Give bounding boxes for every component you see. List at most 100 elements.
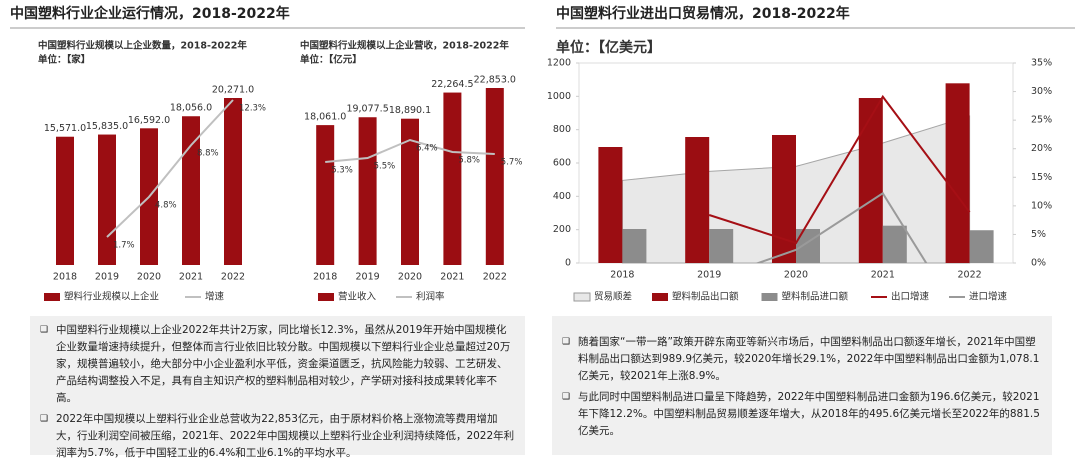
legend-label: 塑料制品出口额 [672, 291, 739, 303]
chart-title: 中国塑料行业规模以上企业数量，2018-2022年 [38, 40, 247, 52]
y-tick-label: 1000 [547, 91, 571, 102]
x-tick-label: 2021 [179, 272, 203, 283]
value-label: 5.7% [501, 158, 523, 168]
x-tick-label: 2022 [221, 272, 245, 283]
panel-title: 中国塑料行业企业运行情况，2018-2022年 [10, 5, 290, 22]
value-label: 15,835.0 [86, 121, 128, 132]
line [325, 138, 495, 163]
value-label: 5.5% [374, 162, 396, 172]
legend-label: 塑料制品进口额 [782, 291, 849, 303]
x-tick-label: 2020 [398, 272, 422, 283]
legend-swatch [318, 293, 334, 301]
chart-subtitle: 单位：【亿元】 [300, 54, 362, 66]
x-tick-label: 2018 [53, 272, 77, 283]
bullet-box: ❑ 中国塑料行业规模以上企业2022年共计2万家，同比增长12.3%，虽然从201… [30, 316, 525, 459]
y2-tick-label: 15% [1031, 172, 1052, 183]
bar [858, 98, 883, 264]
bullet-text: 随着国家“一带一路”政策开辟东南亚等新兴市场后，中国塑料制品出口额逐年增长，20… [578, 336, 1040, 382]
y-tick-label: 200 [553, 224, 571, 235]
y2-tick-label: 10% [1031, 200, 1052, 211]
value-label: 12.3% [239, 104, 266, 114]
y-tick-label: 400 [553, 191, 571, 202]
x-tick-label: 2019 [95, 272, 119, 283]
bar [685, 137, 710, 263]
x-tick-label: 2020 [137, 272, 161, 283]
y-tick-label: 0 [565, 258, 571, 269]
value-label: 5.3% [331, 166, 353, 176]
bar [969, 230, 994, 263]
bar [182, 116, 200, 266]
value-label: 16,592.0 [128, 115, 170, 126]
y-tick-label: 800 [553, 124, 571, 135]
y2-tick-label: 30% [1031, 86, 1052, 97]
bullet-text: 与此同时中国塑料制品进口量呈下降趋势，2022年中国塑料制品进口金额为196.6… [578, 391, 1040, 437]
bar [882, 225, 907, 263]
line [106, 99, 234, 238]
bar [945, 83, 970, 263]
x-tick-label: 2018 [610, 270, 634, 281]
legend-swatch [761, 293, 778, 301]
x-tick-label: 2019 [697, 270, 721, 281]
value-label: 22,853.0 [474, 75, 516, 86]
bullet: ❑ 与此同时中国塑料制品进口量呈下降趋势，2022年中国塑料制品进口金额为196.… [562, 389, 1042, 440]
bar [56, 136, 74, 265]
bar [598, 147, 623, 263]
panel-title: 中国塑料行业进出口贸易情况，2018-2022年 [556, 5, 850, 22]
bar [772, 135, 796, 263]
legend-label: 利润率 [416, 291, 445, 303]
y2-tick-label: 0% [1031, 258, 1046, 269]
x-tick-label: 2022 [958, 270, 982, 281]
bar [401, 118, 419, 265]
legend-label: 贸易顺差 [594, 291, 632, 303]
x-tick-label: 2021 [440, 272, 464, 283]
value-label: 6.4% [416, 144, 438, 154]
y2-tick-label: 5% [1031, 229, 1046, 240]
legend-label: 营业收入 [338, 291, 377, 303]
value-label: 15,571.0 [44, 123, 86, 134]
legend-label: 塑料行业规模以上企业 [64, 291, 159, 303]
line [755, 191, 928, 263]
bullet: ❑ 随着国家“一带一路”政策开辟东南亚等新兴市场后，中国塑料制品出口额逐年增长，2… [562, 334, 1042, 385]
value-label: 22,264.5 [431, 79, 473, 90]
value-label: 1.7% [113, 241, 135, 251]
value-label: 8.8% [197, 149, 219, 159]
bar [485, 88, 504, 265]
legend-swatch [44, 293, 60, 301]
legend-label: 增速 [205, 291, 225, 303]
chart-subtitle: 单位：【家】 [38, 54, 90, 66]
y2-tick-label: 25% [1031, 115, 1052, 126]
line [708, 94, 971, 245]
chart-subtitle: 单位：【亿美元】 [556, 39, 661, 56]
legend-label: 出口增速 [891, 291, 930, 303]
bullet-box: ❑ 随着国家“一带一路”政策开辟东南亚等新兴市场后，中国塑料制品出口额逐年增长，2… [552, 316, 1052, 455]
bar [709, 229, 734, 263]
value-label: 5.8% [458, 156, 480, 166]
bullet-text: 中国塑料行业规模以上企业2022年共计2万家，同比增长12.3%，虽然从2019… [56, 324, 511, 404]
x-tick-label: 2019 [356, 272, 380, 283]
bar [224, 98, 242, 265]
value-label: 19,077.5 [346, 104, 388, 115]
value-label: 20,271.0 [212, 85, 254, 96]
value-label: 18,061.0 [304, 112, 346, 123]
chart-title: 中国塑料行业规模以上企业营收，2018-2022年 [300, 40, 509, 52]
legend-label: 进口增速 [969, 291, 1008, 303]
legend-swatch [652, 293, 668, 301]
value-label: 18,056.0 [170, 103, 212, 114]
legend-swatch [573, 292, 591, 302]
bullet-text: 2022年中国规模以上塑料行业企业总营收为22,853亿元，由于原材料价格上涨物… [56, 413, 515, 459]
x-tick-label: 2021 [871, 270, 895, 281]
x-tick-label: 2022 [483, 272, 507, 283]
y-tick-label: 600 [553, 158, 571, 169]
y-tick-label: 1200 [547, 58, 571, 69]
bar [358, 117, 377, 266]
value-label: 4.8% [155, 200, 177, 210]
x-tick-label: 2018 [313, 272, 337, 283]
charts: 中国塑料行业企业运行情况，2018-2022年 中国塑料行业进出口贸易情况，20… [10, 5, 1075, 303]
bar [796, 229, 820, 263]
bullet: ❑ 中国塑料行业规模以上企业2022年共计2万家，同比增长12.3%，虽然从201… [40, 322, 515, 407]
x-tick-label: 2020 [784, 270, 808, 281]
bar [316, 125, 335, 265]
value-label: 18,890.1 [389, 105, 431, 116]
bar [443, 92, 462, 266]
